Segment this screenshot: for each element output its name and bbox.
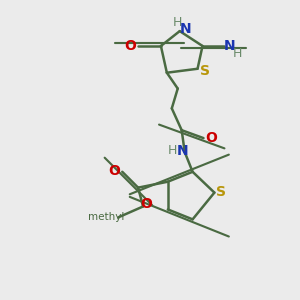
Text: H: H bbox=[232, 47, 242, 60]
Text: O: O bbox=[206, 131, 218, 145]
Text: N: N bbox=[177, 144, 188, 158]
Text: S: S bbox=[216, 184, 226, 199]
Text: methyl: methyl bbox=[88, 212, 124, 222]
Text: O: O bbox=[124, 39, 136, 53]
Text: N: N bbox=[224, 39, 235, 53]
Text: H: H bbox=[173, 16, 182, 29]
Text: S: S bbox=[200, 64, 211, 78]
Text: N: N bbox=[180, 22, 191, 36]
Text: H: H bbox=[168, 145, 178, 158]
Text: O: O bbox=[140, 197, 152, 212]
Text: O: O bbox=[108, 164, 120, 178]
